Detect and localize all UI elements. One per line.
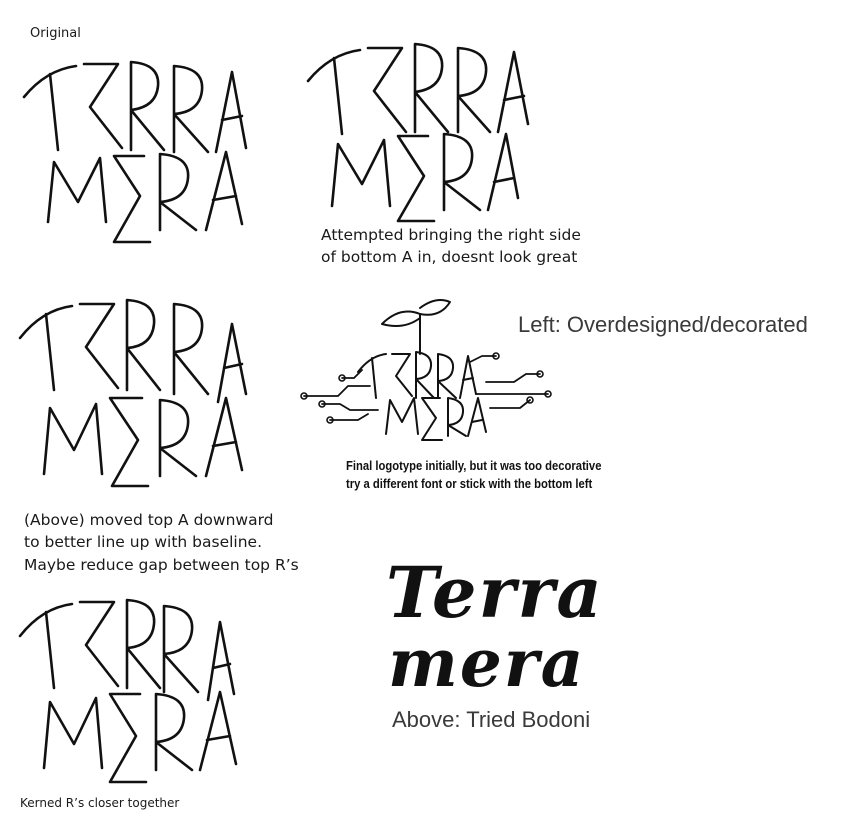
logo-sketch-moved-a-art	[18, 298, 248, 488]
logo-sketch-moved-a	[14, 290, 254, 500]
side-note-decorated: Left: Overdesigned/decorated	[518, 312, 808, 337]
logo-sketch-decorated-art	[300, 299, 552, 441]
logo-sketch-kerned	[14, 590, 244, 790]
logo-sketch-kerned-art	[18, 598, 238, 784]
bodoni-title: Terra	[386, 551, 604, 634]
logo-sketch-original	[18, 52, 258, 252]
logo-sketch-decorated	[300, 294, 560, 444]
caption-original: Original	[30, 26, 81, 41]
logo-sketch-attempt-art	[306, 42, 530, 223]
caption-decorated: Final logotype initially, but it was too…	[346, 459, 602, 491]
caption-kerned: Kerned R’s closer together	[20, 796, 180, 810]
caption-moved-a: (Above) moved top A downward to better l…	[24, 511, 299, 574]
logo-sketch-attempt	[302, 36, 542, 226]
bodoni-subtitle: mera	[388, 624, 586, 702]
caption-attempt: Attempted bringing the right side of bot…	[321, 226, 581, 267]
logo-sketch-original-art	[22, 60, 248, 244]
caption-bodoni: Above: Tried Bodoni	[392, 707, 591, 732]
